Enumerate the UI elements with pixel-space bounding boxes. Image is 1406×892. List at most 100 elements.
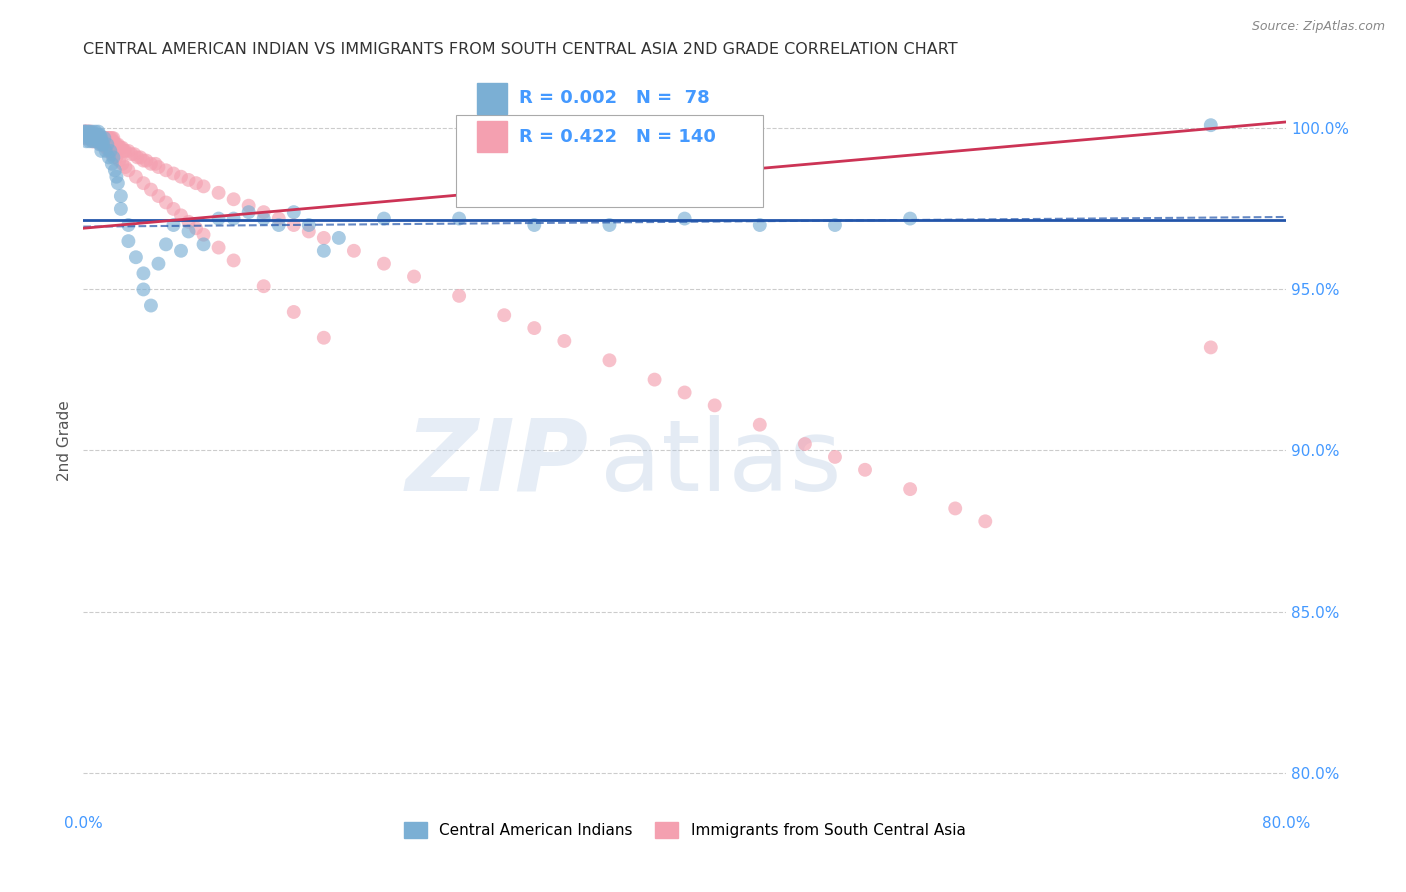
Point — [75, 125, 97, 139]
Text: CENTRAL AMERICAN INDIAN VS IMMIGRANTS FROM SOUTH CENTRAL ASIA 2ND GRADE CORRELAT: CENTRAL AMERICAN INDIAN VS IMMIGRANTS FR… — [83, 42, 957, 57]
Point — [79, 128, 101, 142]
Point — [193, 179, 215, 194]
Point — [449, 211, 471, 226]
Point — [238, 205, 260, 219]
Point — [101, 131, 124, 145]
Text: atlas: atlas — [600, 415, 842, 511]
Point — [673, 385, 696, 400]
Point — [73, 125, 96, 139]
Point — [283, 205, 305, 219]
Point — [80, 128, 103, 142]
Point — [82, 134, 104, 148]
Point — [135, 153, 157, 168]
Point — [108, 153, 131, 168]
Point — [523, 218, 546, 232]
Point — [748, 218, 770, 232]
Point — [97, 134, 120, 148]
Point — [87, 131, 110, 145]
Point — [80, 128, 103, 142]
Point — [177, 215, 200, 229]
Point — [110, 141, 132, 155]
Point — [73, 131, 96, 145]
Y-axis label: 2nd Grade: 2nd Grade — [58, 401, 72, 481]
Point — [145, 157, 167, 171]
Point — [132, 266, 155, 280]
Point — [127, 150, 149, 164]
Point — [82, 125, 104, 139]
Point — [82, 131, 104, 145]
Point — [110, 202, 132, 216]
Point — [93, 137, 115, 152]
Point — [129, 150, 152, 164]
Point — [87, 128, 110, 142]
Point — [267, 218, 290, 232]
Point — [76, 131, 98, 145]
Legend: Central American Indians, Immigrants from South Central Asia: Central American Indians, Immigrants fro… — [398, 816, 972, 845]
Point — [79, 128, 101, 142]
Point — [793, 437, 815, 451]
Point — [96, 134, 118, 148]
Point — [98, 144, 121, 158]
Point — [83, 128, 105, 142]
Point — [93, 131, 115, 145]
Point — [162, 218, 184, 232]
Point — [91, 131, 114, 145]
Point — [283, 218, 305, 232]
Point — [103, 147, 125, 161]
Point — [82, 128, 104, 142]
Point — [73, 128, 96, 142]
Point — [974, 514, 997, 528]
Point — [253, 279, 276, 293]
Point — [402, 269, 425, 284]
Point — [101, 134, 124, 148]
Point — [79, 125, 101, 139]
Point — [84, 128, 107, 142]
Point — [86, 131, 108, 145]
Point — [83, 131, 105, 145]
Point — [120, 147, 142, 161]
Point — [112, 144, 135, 158]
Point — [117, 144, 139, 158]
Point — [117, 163, 139, 178]
Point — [117, 218, 139, 232]
Point — [94, 131, 117, 145]
Point — [114, 160, 136, 174]
Point — [84, 125, 107, 139]
Point — [79, 134, 101, 148]
Point — [73, 125, 96, 139]
Point — [91, 137, 114, 152]
Point — [824, 218, 846, 232]
Point — [96, 131, 118, 145]
Point — [90, 131, 112, 145]
Point — [76, 125, 98, 139]
Point — [107, 176, 129, 190]
Point — [87, 125, 110, 139]
Point — [111, 141, 134, 155]
Point — [89, 134, 111, 148]
Point — [91, 137, 114, 152]
Point — [76, 128, 98, 142]
Point — [96, 137, 118, 152]
Point — [76, 131, 98, 145]
Point — [132, 153, 155, 168]
Point — [87, 134, 110, 148]
Point — [207, 241, 229, 255]
Point — [83, 128, 105, 142]
Point — [124, 147, 146, 161]
Bar — [477, 121, 506, 153]
Point — [89, 134, 111, 148]
Point — [98, 144, 121, 158]
Point — [80, 131, 103, 145]
Point — [125, 250, 148, 264]
Point — [94, 141, 117, 155]
Point — [84, 134, 107, 148]
Point — [94, 134, 117, 148]
Point — [86, 128, 108, 142]
FancyBboxPatch shape — [456, 115, 763, 208]
Point — [494, 308, 516, 322]
Point — [155, 195, 177, 210]
Point — [73, 125, 96, 139]
Point — [94, 144, 117, 158]
Point — [98, 131, 121, 145]
Point — [177, 173, 200, 187]
